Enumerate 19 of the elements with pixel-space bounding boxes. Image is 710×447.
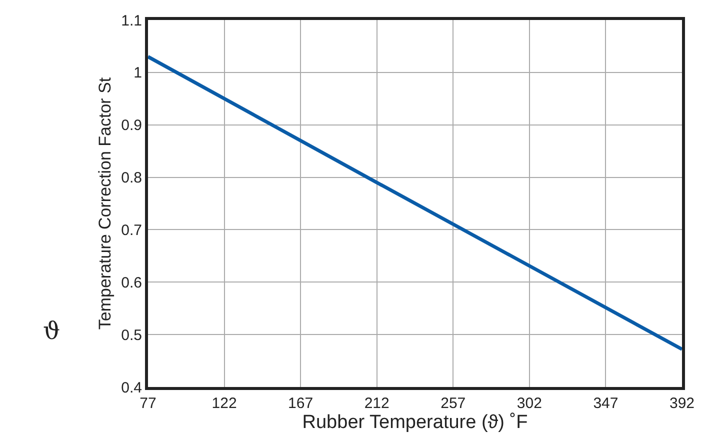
y-tick-label: 1.1 bbox=[121, 12, 142, 30]
y-tick-label: 1 bbox=[134, 64, 142, 82]
x-tick-label: 212 bbox=[364, 395, 390, 412]
y-tick-label: 0.9 bbox=[121, 117, 142, 134]
y-tick-label: 0.4 bbox=[121, 379, 142, 396]
y-tick-label: 0.8 bbox=[121, 170, 142, 187]
x-tick-label: 302 bbox=[516, 395, 542, 412]
x-tick-label: 167 bbox=[288, 395, 314, 412]
x-tick-label: 392 bbox=[669, 395, 695, 412]
y-tick-label: 0.6 bbox=[121, 274, 142, 292]
x-tick-label: 122 bbox=[212, 395, 237, 412]
x-tick-label: 347 bbox=[593, 395, 618, 412]
y-tick-label: 0.5 bbox=[121, 326, 142, 344]
x-tick-label: 257 bbox=[440, 395, 466, 412]
text: ϑ bbox=[43, 317, 60, 345]
y-axis-title: Temperature Correction Factor St bbox=[96, 77, 115, 330]
y-tick-label: 0.7 bbox=[121, 222, 142, 239]
x-axis-title: Rubber Temperature (ϑ) ˚F bbox=[302, 412, 528, 433]
x-tick-label: 77 bbox=[140, 395, 156, 412]
